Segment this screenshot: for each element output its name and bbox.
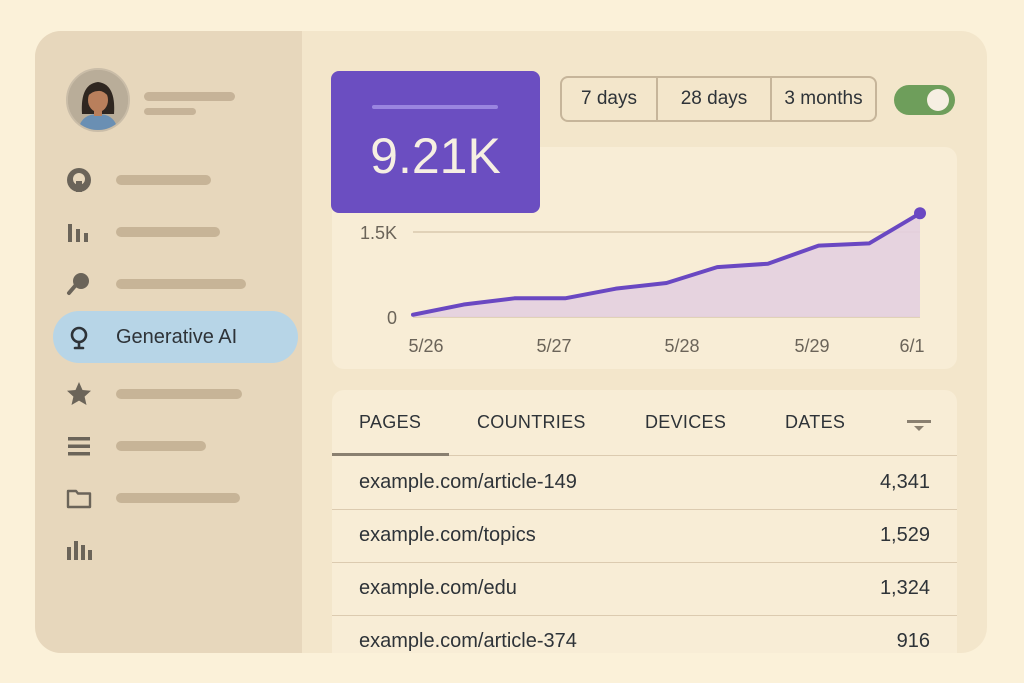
- tab-devices[interactable]: DEVICES: [645, 412, 727, 432]
- range-7-days-button[interactable]: 7 days: [562, 78, 658, 120]
- row-value: 4,341: [879, 471, 930, 493]
- avatar[interactable]: [66, 68, 130, 132]
- main-panel: 9.21K 7 days 28 days 3 months 1.5K 0 5/26 5…: [302, 31, 987, 653]
- sidebar-item-placeholder: [116, 389, 242, 399]
- sidebar: Generative AI: [35, 31, 302, 653]
- toggle-switch[interactable]: [894, 85, 955, 115]
- github-icon: [65, 166, 93, 194]
- x-tick-label: 5/27: [536, 336, 571, 356]
- top-items-table: PAGES COUNTRIES DEVICES DATES example.co…: [332, 390, 957, 653]
- x-tick-label: 6/1: [899, 336, 924, 356]
- row-page-url: example.com/topics: [359, 524, 536, 546]
- analytics-icon: [65, 536, 93, 564]
- row-page-url: example.com/edu: [359, 577, 517, 599]
- kpi-card: 9.21K: [331, 71, 540, 213]
- row-page-url: example.com/article-149: [359, 471, 577, 493]
- row-value: 1,324: [879, 577, 930, 599]
- filter-icon[interactable]: [907, 418, 931, 437]
- x-tick-label: 5/29: [794, 336, 829, 356]
- x-tick-label: 5/28: [664, 336, 699, 356]
- search-icon: [65, 270, 93, 298]
- x-tick-label: 5/26: [408, 336, 443, 356]
- y-tick-label: 1.5K: [360, 223, 397, 243]
- y-tick-label: 0: [387, 308, 397, 328]
- range-3-months-button[interactable]: 3 months: [784, 88, 863, 109]
- tabs-divider: [332, 455, 957, 456]
- sidebar-item-1[interactable]: [53, 153, 298, 205]
- toggle-knob: [927, 89, 949, 111]
- sidebar-item-placeholder: [116, 227, 220, 237]
- date-range-selector: 7 days 28 days 3 months: [560, 76, 877, 122]
- folder-icon: [65, 484, 93, 512]
- app-window: Generative AI: [35, 31, 987, 653]
- table-row[interactable]: example.com/article-374 916: [332, 616, 957, 653]
- list-icon: [65, 432, 93, 460]
- trend-chart: 1.5K 0 5/26 5/27 5/28 5/29 6/1: [360, 207, 926, 356]
- star-icon: [65, 380, 93, 408]
- row-value: 916: [896, 630, 930, 652]
- tab-countries[interactable]: COUNTRIES: [477, 412, 586, 432]
- row-value: 1,529: [879, 524, 930, 546]
- tab-dates[interactable]: DATES: [785, 412, 846, 432]
- sidebar-item-generative-ai[interactable]: Generative AI: [53, 311, 298, 363]
- sidebar-item-8[interactable]: [53, 523, 298, 575]
- sidebar-item-placeholder: [116, 493, 240, 503]
- sidebar-item-label: Generative AI: [116, 326, 238, 348]
- sidebar-item-placeholder: [116, 441, 206, 451]
- sidebar-item-5[interactable]: [53, 367, 298, 419]
- sidebar-item-7[interactable]: [53, 471, 298, 523]
- row-page-url: example.com/article-374: [359, 630, 577, 652]
- profile-name-placeholder: [144, 92, 235, 101]
- kpi-label-placeholder: [372, 105, 498, 109]
- bar-chart-icon: [65, 218, 93, 246]
- table-row[interactable]: example.com/article-149 4,341: [332, 457, 957, 510]
- area-fill: [413, 213, 920, 317]
- lightbulb-icon: [65, 324, 93, 352]
- series-line: [411, 211, 922, 317]
- end-point-marker: [914, 207, 926, 220]
- kpi-value: 9.21K: [370, 128, 501, 184]
- sidebar-item-placeholder: [116, 175, 211, 185]
- sidebar-item-6[interactable]: [53, 419, 298, 471]
- range-28-days-button[interactable]: 28 days: [658, 78, 772, 120]
- sidebar-item-3[interactable]: [53, 257, 298, 309]
- tab-pages[interactable]: PAGES: [359, 412, 422, 432]
- active-tab-indicator: [332, 453, 449, 456]
- table-row[interactable]: example.com/topics 1,529: [332, 510, 957, 563]
- sidebar-item-2[interactable]: [53, 205, 298, 257]
- chart-card: 1.5K 0 5/26 5/27 5/28 5/29 6/1: [332, 147, 957, 369]
- profile-subtitle-placeholder: [144, 108, 196, 115]
- sidebar-item-placeholder: [116, 279, 246, 289]
- table-row[interactable]: example.com/edu 1,324: [332, 563, 957, 616]
